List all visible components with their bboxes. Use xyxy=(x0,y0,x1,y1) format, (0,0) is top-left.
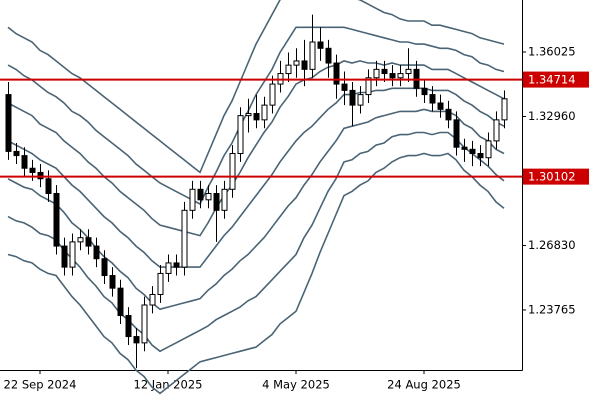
candle-body xyxy=(21,155,28,169)
candle-body xyxy=(373,68,380,79)
candle-body xyxy=(477,153,484,159)
x-tick-label: 24 Aug 2025 xyxy=(387,378,461,392)
candle-body xyxy=(77,237,84,243)
y-tick-label: 1.32960 xyxy=(528,109,576,123)
candle-body xyxy=(189,188,196,211)
x-tick-label: 12 Jan 2025 xyxy=(134,378,203,392)
candle-body xyxy=(245,113,252,117)
level-label-box xyxy=(523,168,589,185)
candle-body xyxy=(229,153,236,190)
candle-body xyxy=(293,60,300,66)
band-line xyxy=(7,152,505,395)
candle-body xyxy=(285,64,292,75)
candle-body xyxy=(485,140,492,159)
candle-body xyxy=(381,68,388,75)
candle-body xyxy=(101,258,108,277)
candle-body xyxy=(269,83,276,106)
candle-body xyxy=(181,209,188,268)
candle-body xyxy=(157,272,164,295)
candle-body xyxy=(469,148,476,155)
candle-body xyxy=(317,41,324,49)
candle-body xyxy=(205,192,212,201)
candle-body xyxy=(37,171,44,180)
level-label: 1.30102 xyxy=(528,170,576,184)
y-tick-label: 1.26830 xyxy=(528,238,576,252)
candle-body xyxy=(437,102,444,110)
candle-body xyxy=(349,89,356,106)
candle-body xyxy=(309,41,316,70)
band-line xyxy=(7,131,505,353)
candle-body xyxy=(301,60,308,70)
candle-body xyxy=(421,87,428,96)
band-line xyxy=(7,60,505,237)
candle-body xyxy=(325,47,332,64)
candle-body xyxy=(357,94,364,106)
candle-body xyxy=(45,178,52,194)
candle-body xyxy=(93,245,100,260)
x-tick-label: 4 May 2025 xyxy=(262,378,330,392)
candle-body xyxy=(29,167,36,173)
candle-body xyxy=(333,62,340,85)
candle-body xyxy=(221,188,228,211)
band-line xyxy=(7,0,505,174)
candle-body xyxy=(237,115,244,155)
candle-body xyxy=(253,113,260,121)
y-tick-label: 1.23765 xyxy=(528,302,576,316)
x-tick-label: 22 Sep 2024 xyxy=(4,378,77,392)
candle-body xyxy=(149,293,156,306)
candle-body xyxy=(141,304,148,344)
candle-body xyxy=(13,150,20,157)
candle-body xyxy=(197,188,204,201)
candle-body xyxy=(109,275,116,289)
candle-body xyxy=(261,104,268,121)
candle-body xyxy=(341,83,348,91)
band-line xyxy=(7,87,505,268)
level-label-box xyxy=(523,71,589,88)
candle-body xyxy=(85,237,92,247)
candle-body xyxy=(445,108,452,121)
candle-body xyxy=(61,245,68,268)
candle-body xyxy=(173,262,180,268)
candle-body xyxy=(397,73,404,79)
candle-body xyxy=(453,119,460,148)
candle-body xyxy=(69,241,76,268)
candle-body xyxy=(117,287,124,317)
candle-body xyxy=(405,68,412,75)
candle-body xyxy=(125,315,132,338)
candle-body xyxy=(461,146,468,150)
candle-body xyxy=(429,94,436,104)
candle-body xyxy=(5,94,12,152)
candle-body xyxy=(213,192,220,211)
level-label: 1.34714 xyxy=(528,73,576,87)
candle-body xyxy=(365,77,372,96)
y-tick-label: 1.36025 xyxy=(528,44,576,58)
candle-body xyxy=(133,336,140,344)
candle-body xyxy=(165,262,172,274)
candle-body xyxy=(493,119,500,142)
candle-body xyxy=(501,98,508,121)
candle-body xyxy=(389,73,396,79)
candle-body xyxy=(53,192,60,247)
